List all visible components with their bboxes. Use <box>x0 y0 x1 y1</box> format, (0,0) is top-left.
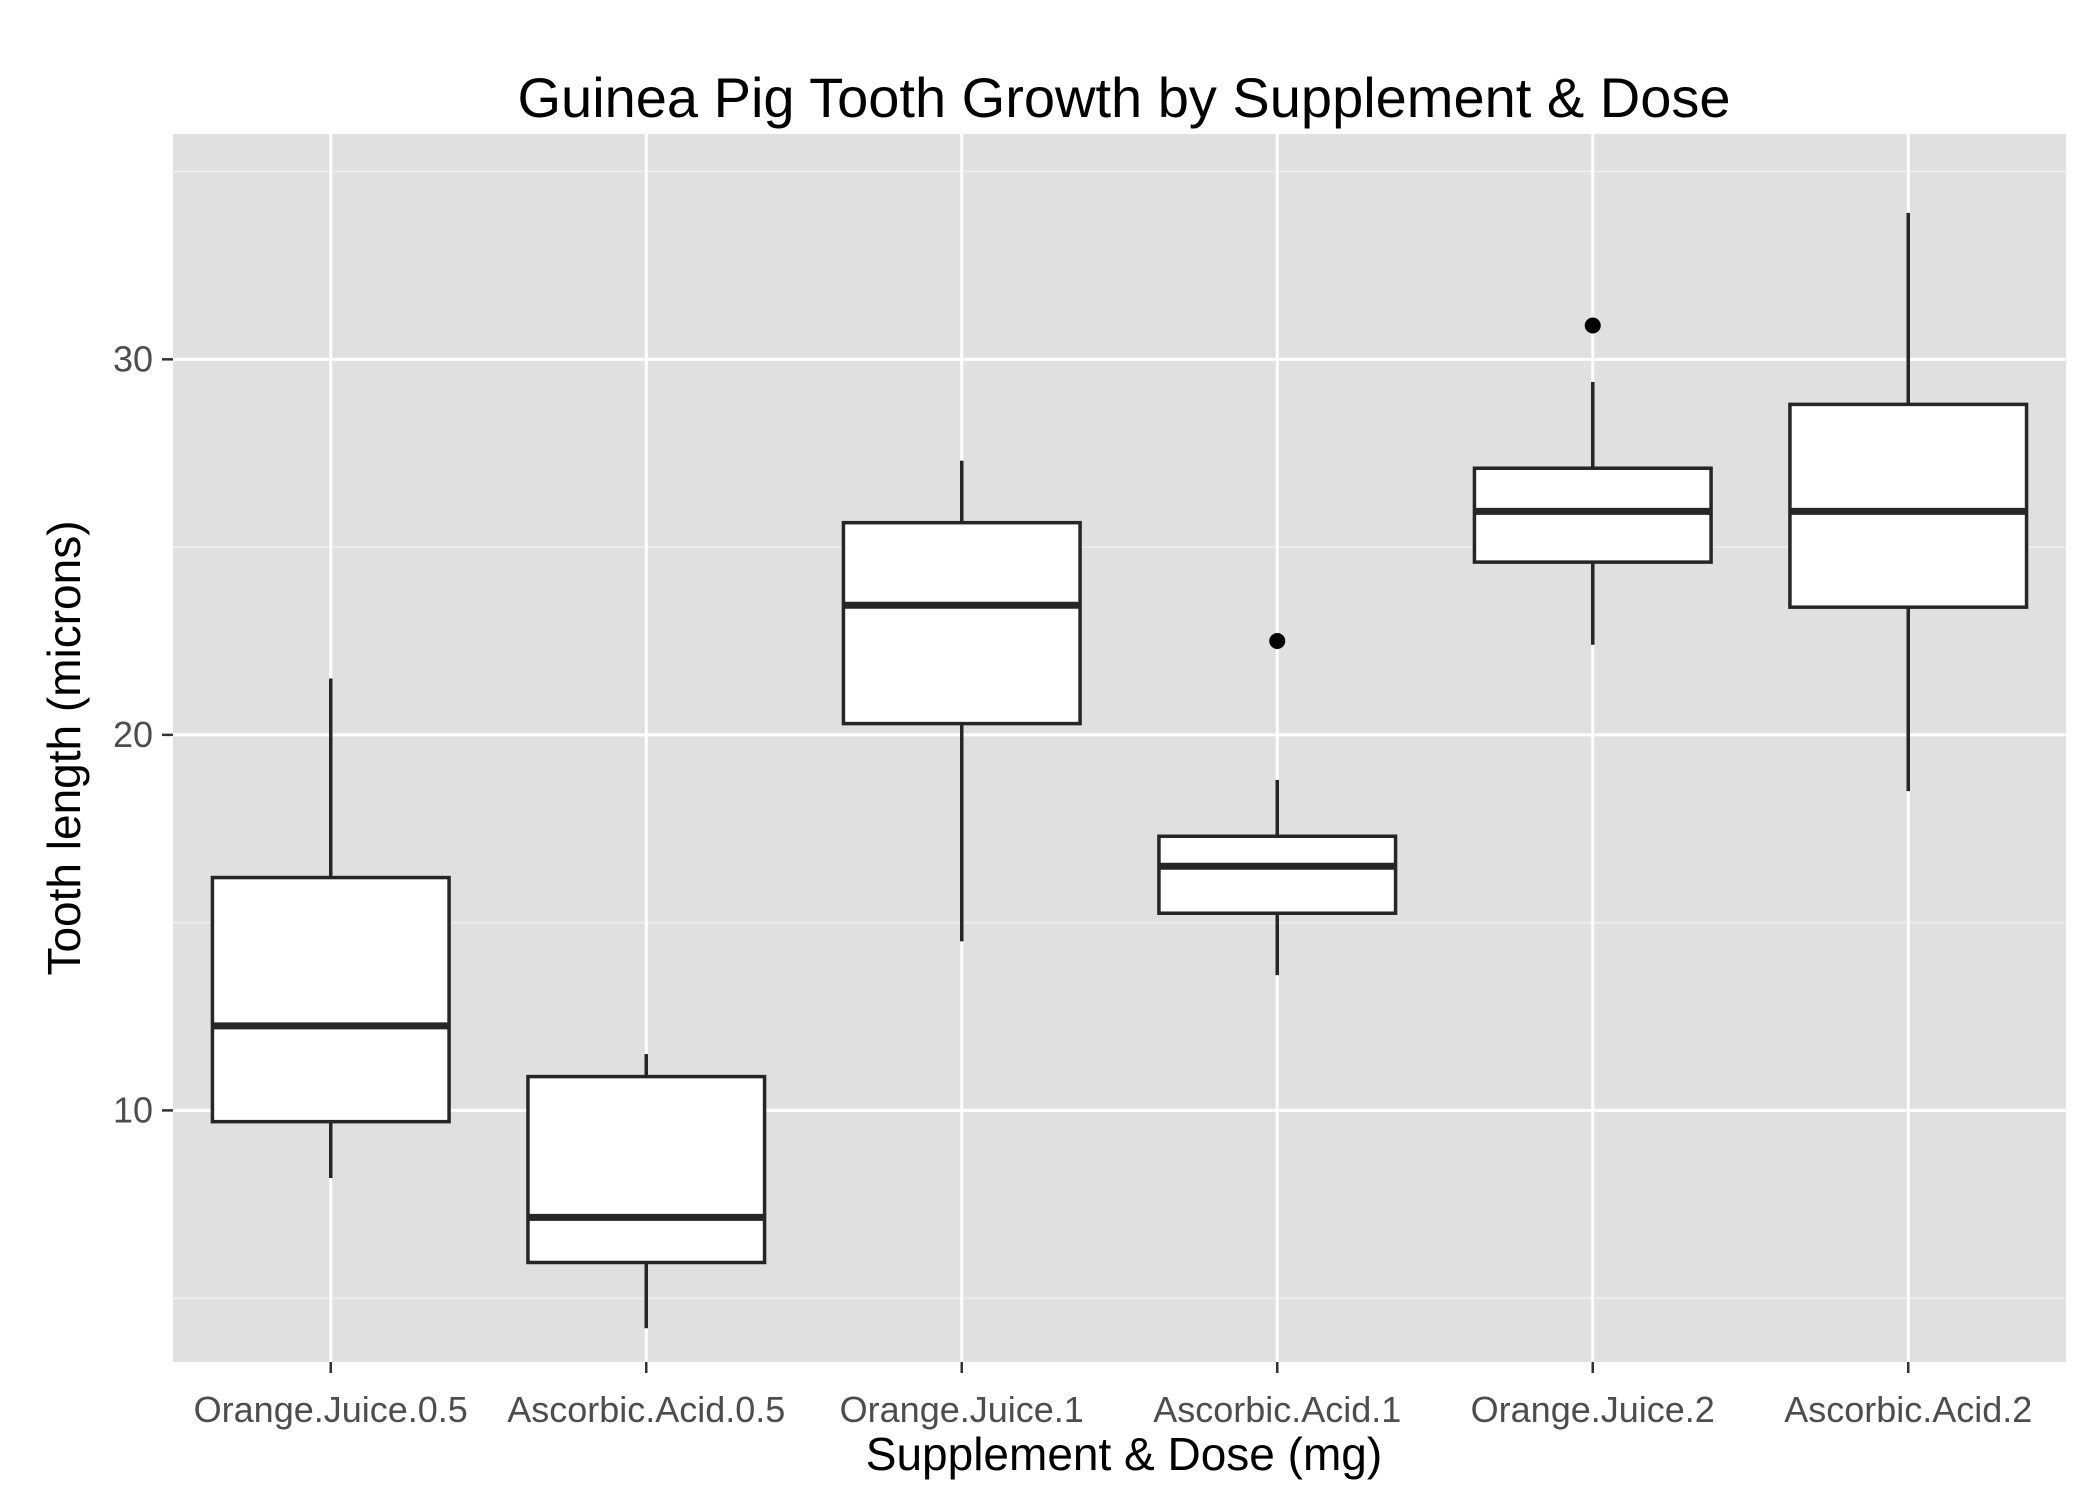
x-tick-label: Ascorbic.Acid.2 <box>1784 1389 2032 1430</box>
y-tick-label: 10 <box>113 1089 153 1130</box>
x-tick-label: Orange.Juice.2 <box>1471 1389 1715 1430</box>
outlier-point <box>1584 317 1601 334</box>
y-tick-label: 30 <box>113 338 153 379</box>
plot-panel <box>173 134 2066 1362</box>
x-axis: Orange.Juice.0.5 Ascorbic.Acid.0.5 Orange.… <box>194 1362 2032 1430</box>
box-orange-juice-2 <box>1472 317 1713 645</box>
box-series <box>210 212 2029 1329</box>
box-ascorbic-acid-1 <box>1157 632 1398 976</box>
box-iqr <box>1157 834 1398 915</box>
x-tick-label: Orange.Juice.1 <box>840 1389 1084 1430</box>
box-ascorbic-acid-0-5 <box>526 1054 767 1329</box>
y-tick-label: 20 <box>113 714 153 755</box>
x-tick-label: Ascorbic.Acid.1 <box>1153 1389 1401 1430</box>
box-iqr <box>1472 466 1713 564</box>
x-axis-title: Supplement & Dose (mg) <box>866 1428 1382 1480</box>
box-iqr <box>526 1074 767 1265</box>
box-iqr <box>1788 402 2029 609</box>
minor-gridlines <box>173 170 2066 1299</box>
x-tick-label: Orange.Juice.0.5 <box>194 1389 468 1430</box>
y-axis-title: Tooth length (microns) <box>38 520 90 975</box>
box-orange-juice-1 <box>841 460 1082 942</box>
y-axis: 10 20 30 <box>113 338 173 1130</box>
chart-title: Guinea Pig Tooth Growth by Supplement & … <box>518 66 1731 129</box>
x-tick-label: Ascorbic.Acid.0.5 <box>507 1389 785 1430</box>
box-iqr <box>841 520 1082 726</box>
outlier-point <box>1269 632 1286 649</box>
box-ascorbic-acid-2 <box>1788 212 2029 792</box>
box-iqr <box>210 875 451 1124</box>
box-orange-juice-0-5 <box>210 678 451 1178</box>
